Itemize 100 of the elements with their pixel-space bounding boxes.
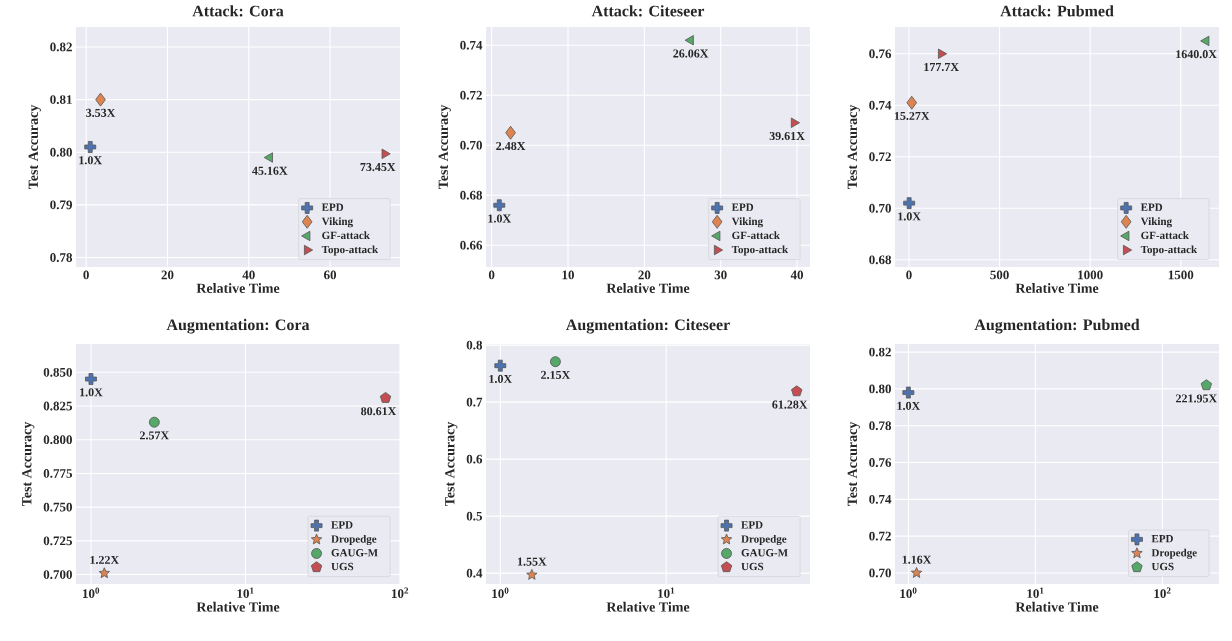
chart-title: Attack: Pubmed <box>1000 5 1114 17</box>
annotation: 1.55X <box>517 557 547 566</box>
x-tick-label: 10$^{0}$ <box>900 587 917 599</box>
legend-label: GAUG-M <box>741 549 788 557</box>
legend-label: EPD <box>1151 535 1173 543</box>
annotation: 2.48X <box>496 141 526 151</box>
x-tick-label: 10$^{1}$ <box>1027 587 1044 598</box>
y-tick-label: 0.82 <box>869 347 891 357</box>
annotation: 1.0X <box>489 374 512 384</box>
y-tick-label: 0.70 <box>869 568 891 578</box>
annotation: 1.0X <box>80 388 103 397</box>
legend-label: Dropedge <box>331 534 377 546</box>
legend-label: UGS <box>331 562 354 571</box>
legend-label: EPD <box>331 521 353 529</box>
annotation: 39.61X <box>769 131 805 141</box>
x-tick-label: 10$^{0}$ <box>83 587 100 599</box>
y-tick-label: 0.76 <box>869 458 892 467</box>
chart-title: Augmentation: Cora <box>166 318 310 334</box>
y-tick-label: 0.68 <box>869 255 892 265</box>
point <box>903 197 916 210</box>
chart-title: Augmentation: Pubmed <box>974 318 1140 334</box>
y-tick-label: 0.750 <box>43 502 72 512</box>
x-tick-label: 0 <box>906 270 912 280</box>
y-tick-label: 0.78 <box>50 253 73 262</box>
legend-label: Topo-attack <box>1140 245 1198 256</box>
y-tick-label: 0.70 <box>869 203 891 213</box>
y-tick-label: 0.775 <box>43 469 73 478</box>
annotation: 3.53X <box>86 108 116 117</box>
legend-label: Viking <box>1140 217 1172 228</box>
annotation: 1.0X <box>79 156 102 165</box>
y-axis-title: Test Accuracy <box>22 421 35 507</box>
annotation: 177.7X <box>924 62 959 72</box>
y-tick-label: 0.78 <box>869 421 892 431</box>
annotation: 2.57X <box>139 431 170 440</box>
y-tick-label: 0.74 <box>869 494 892 504</box>
legend-label: EPD <box>741 521 763 529</box>
annotation: 45.16X <box>252 166 288 175</box>
x-tick-label: 20 <box>638 270 651 280</box>
annotation: 2.15X <box>541 370 571 379</box>
x-axis-title: Relative Time <box>196 283 280 293</box>
x-tick-label: 10$^{0}$ <box>492 587 509 599</box>
legend-label: GAUG-M <box>331 549 378 557</box>
point <box>381 148 391 159</box>
x-tick-label: 60 <box>324 270 337 280</box>
y-tick-label: 0.74 <box>869 100 892 110</box>
point <box>84 141 97 153</box>
annotation: 73.45X <box>360 163 396 172</box>
annotation: 1.0X <box>898 212 921 221</box>
legend-label: GF-attack <box>322 231 370 240</box>
chart-title: Attack: Citeseer <box>591 5 705 17</box>
y-tick-label: 0.8 <box>466 340 483 350</box>
x-tick-label: 10$^{1}$ <box>237 587 254 598</box>
y-axis-title: Test Accuracy <box>847 104 860 190</box>
legend-label: GF-attack <box>732 231 780 240</box>
legend-label: GF-attack <box>1141 231 1189 240</box>
x-axis-title: Relative Time <box>606 283 690 293</box>
legend-label: UGS <box>741 562 764 571</box>
point <box>938 48 948 59</box>
y-tick-label: 0.70 <box>460 140 482 150</box>
annotation: 15.27X <box>894 111 930 121</box>
annotation: 1640.0X <box>1176 50 1217 59</box>
legend-label: UGS <box>1151 562 1174 571</box>
y-axis-title: Test Accuracy <box>28 104 41 190</box>
x-tick-label: 1500 <box>1168 270 1194 280</box>
y-tick-label: 0.72 <box>460 90 482 100</box>
y-tick-label: 0.82 <box>50 42 72 52</box>
point <box>790 117 800 128</box>
point <box>906 95 918 110</box>
legend-label: Topo-attack <box>731 245 789 256</box>
point <box>1200 35 1210 47</box>
x-tick-label: 10 <box>562 270 574 280</box>
annotation: 221.95X <box>1176 394 1218 403</box>
x-tick-label: 10$^{1}$ <box>658 587 675 598</box>
y-tick-label: 0.74 <box>460 40 483 50</box>
annotation: 1.22X <box>90 555 120 565</box>
legend-label: EPD <box>731 203 754 211</box>
y-tick-label: 0.825 <box>43 401 73 411</box>
y-tick-label: 0.4 <box>466 568 483 578</box>
legend-label: Viking <box>321 217 353 228</box>
x-tick-label: 30 <box>714 270 727 280</box>
chart-title: Augmentation: Citeseer <box>565 318 730 334</box>
annotation: 1.16X <box>902 555 932 564</box>
point <box>493 199 506 212</box>
annotation: 61.28X <box>772 400 808 409</box>
point <box>95 92 106 107</box>
y-tick-label: 0.66 <box>460 240 483 250</box>
y-tick-label: 0.800 <box>43 435 72 445</box>
legend-label: EPD <box>321 203 344 211</box>
y-axis-title: Test Accuracy <box>438 104 451 190</box>
y-tick-label: 0.6 <box>466 454 483 464</box>
y-tick-label: 0.76 <box>869 49 892 59</box>
y-tick-label: 0.700 <box>43 570 72 579</box>
annotation: 1.0X <box>488 214 511 223</box>
x-axis-title: Relative Time <box>196 601 280 612</box>
x-tick-label: 0 <box>83 270 89 280</box>
y-axis-title: Test Accuracy <box>847 421 860 507</box>
x-tick-label: 40 <box>242 270 255 280</box>
y-tick-label: 0.72 <box>869 152 891 162</box>
y-axis-title: Test Accuracy <box>445 421 458 507</box>
y-tick-label: 0.7 <box>466 397 483 407</box>
